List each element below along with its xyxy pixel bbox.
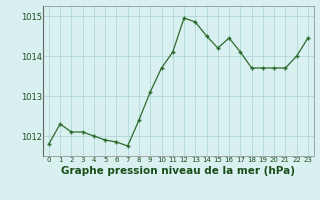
- X-axis label: Graphe pression niveau de la mer (hPa): Graphe pression niveau de la mer (hPa): [61, 166, 295, 176]
